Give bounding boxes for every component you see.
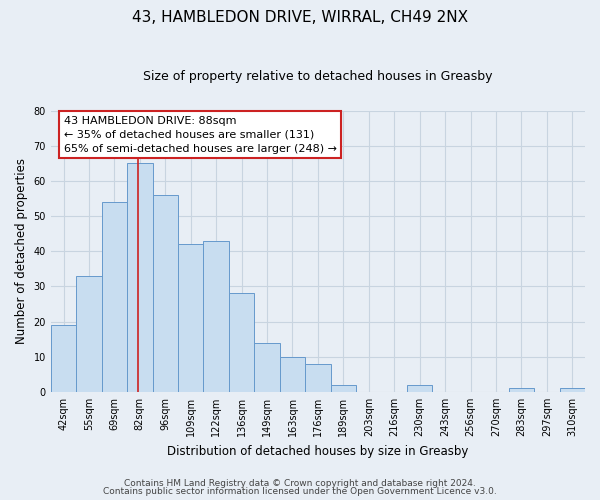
Bar: [560, 388, 585, 392]
Bar: [331, 385, 356, 392]
Bar: [51, 325, 76, 392]
Bar: [203, 240, 229, 392]
Text: 43, HAMBLEDON DRIVE, WIRRAL, CH49 2NX: 43, HAMBLEDON DRIVE, WIRRAL, CH49 2NX: [132, 10, 468, 25]
Bar: [76, 276, 101, 392]
Y-axis label: Number of detached properties: Number of detached properties: [15, 158, 28, 344]
Bar: [101, 202, 127, 392]
Bar: [509, 388, 534, 392]
Bar: [229, 294, 254, 392]
X-axis label: Distribution of detached houses by size in Greasby: Distribution of detached houses by size …: [167, 444, 469, 458]
Text: Contains public sector information licensed under the Open Government Licence v3: Contains public sector information licen…: [103, 487, 497, 496]
Bar: [305, 364, 331, 392]
Bar: [254, 342, 280, 392]
Bar: [407, 385, 433, 392]
Title: Size of property relative to detached houses in Greasby: Size of property relative to detached ho…: [143, 70, 493, 83]
Text: 43 HAMBLEDON DRIVE: 88sqm
← 35% of detached houses are smaller (131)
65% of semi: 43 HAMBLEDON DRIVE: 88sqm ← 35% of detac…: [64, 116, 337, 154]
Bar: [127, 164, 152, 392]
Bar: [280, 357, 305, 392]
Bar: [152, 195, 178, 392]
Text: Contains HM Land Registry data © Crown copyright and database right 2024.: Contains HM Land Registry data © Crown c…: [124, 478, 476, 488]
Bar: [178, 244, 203, 392]
